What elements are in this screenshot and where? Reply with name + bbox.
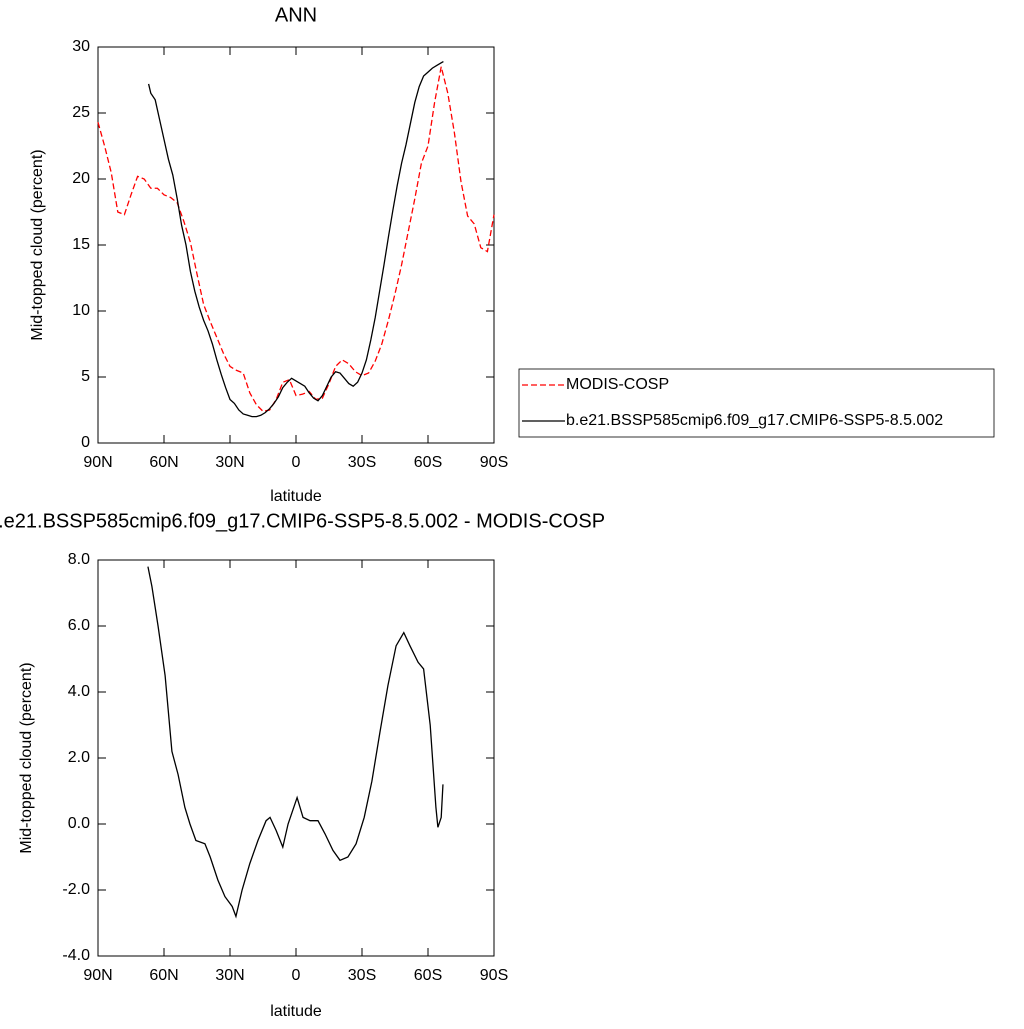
y-tick-label: 2.0 bbox=[68, 749, 90, 766]
y-axis-label: Mid-topped cloud (percent) bbox=[18, 662, 35, 853]
x-tick-label: 30N bbox=[215, 454, 244, 471]
chart-title: b.e21.BSSP585cmip6.f09_g17.CMIP6-SSP5-8.… bbox=[0, 510, 605, 532]
chart-title: ANN bbox=[275, 4, 317, 26]
y-tick-label: 30 bbox=[72, 38, 90, 55]
legend-label: b.e21.BSSP585cmip6.f09_g17.CMIP6-SSP5-8.… bbox=[566, 412, 943, 429]
x-tick-label: 60S bbox=[414, 967, 442, 984]
x-tick-label: 30S bbox=[348, 454, 376, 471]
y-tick-label: 0.0 bbox=[68, 815, 90, 832]
x-tick-label: 90S bbox=[480, 454, 508, 471]
x-axis-label: latitude bbox=[270, 1003, 322, 1020]
y-axis-label: Mid-topped cloud (percent) bbox=[29, 149, 46, 340]
x-tick-label: 60N bbox=[149, 454, 178, 471]
legend-label: MODIS-COSP bbox=[566, 376, 669, 393]
x-tick-label: 30S bbox=[348, 967, 376, 984]
y-tick-label: 15 bbox=[72, 236, 90, 253]
y-tick-label: 5 bbox=[81, 368, 90, 385]
data-line bbox=[97, 66, 495, 413]
y-tick-label: -2.0 bbox=[62, 881, 90, 898]
y-tick-label: -4.0 bbox=[62, 947, 90, 964]
data-line bbox=[147, 566, 444, 919]
x-tick-label: 0 bbox=[292, 454, 301, 471]
x-tick-label: 0 bbox=[292, 967, 301, 984]
x-axis-label: latitude bbox=[270, 488, 322, 505]
y-tick-label: 4.0 bbox=[68, 683, 90, 700]
y-tick-label: 0 bbox=[81, 434, 90, 451]
x-tick-label: 30N bbox=[215, 967, 244, 984]
y-tick-label: 6.0 bbox=[68, 617, 90, 634]
y-tick-label: 10 bbox=[72, 302, 90, 319]
x-tick-label: 90N bbox=[83, 967, 112, 984]
x-tick-label: 60N bbox=[149, 967, 178, 984]
x-tick-label: 90N bbox=[83, 454, 112, 471]
legend-box bbox=[518, 368, 995, 438]
data-line bbox=[147, 60, 444, 418]
y-tick-label: 20 bbox=[72, 170, 90, 187]
y-tick-label: 25 bbox=[72, 104, 90, 121]
x-tick-label: 60S bbox=[414, 454, 442, 471]
y-tick-label: 8.0 bbox=[68, 551, 90, 568]
x-tick-label: 90S bbox=[480, 967, 508, 984]
